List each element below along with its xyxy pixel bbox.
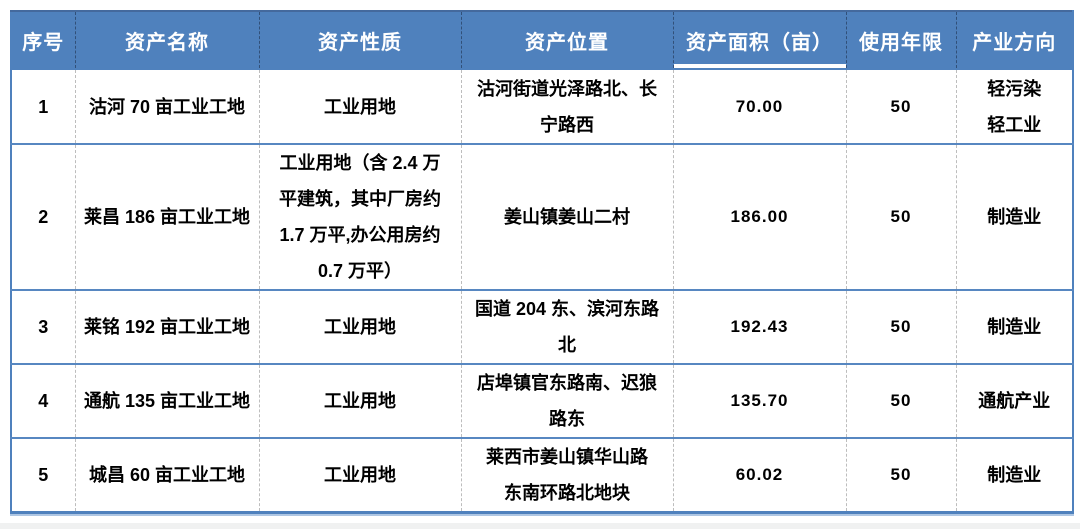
table-row: 2 莱昌 186 亩工业工地 工业用地（含 2.4 万 平建筑，其中厂房约 1.… — [10, 144, 1074, 291]
asset-name-cell: 莱铭 192 亩工业工地 — [75, 290, 260, 365]
header-cell-name: 资产名称 — [75, 10, 260, 70]
asset-area-cell: 192.43 — [673, 290, 847, 365]
asset-location-cell: 国道 204 东、滨河东路 北 — [461, 290, 674, 365]
header-cell-serial: 序号 — [10, 10, 76, 70]
header-cell-area: 资产面积（亩） — [673, 10, 847, 70]
header-cell-nature: 资产性质 — [259, 10, 462, 70]
asset-name-cell: 莱昌 186 亩工业工地 — [75, 144, 260, 291]
use-years-cell: 50 — [846, 364, 957, 439]
serial-cell: 2 — [10, 144, 76, 291]
use-years-cell: 50 — [846, 290, 957, 365]
asset-location-cell: 沽河街道光泽路北、长 宁路西 — [461, 69, 674, 145]
asset-area-cell: 70.00 — [673, 69, 847, 145]
asset-nature-cell: 工业用地 — [259, 290, 462, 365]
use-years-cell: 50 — [846, 69, 957, 145]
page-bottom-edge — [0, 523, 1080, 529]
header-cell-location: 资产位置 — [461, 10, 674, 70]
asset-area-cell: 60.02 — [673, 438, 847, 514]
asset-nature-cell: 工业用地（含 2.4 万 平建筑，其中厂房约 1.7 万平,办公用房约 0.7 … — [259, 144, 462, 291]
industry-cell: 通航产业 — [956, 364, 1074, 439]
table-row: 5 城昌 60 亩工业工地 工业用地 莱西市姜山镇华山路 东南环路北地块 60.… — [10, 438, 1074, 514]
serial-cell: 4 — [10, 364, 76, 439]
asset-area-cell: 186.00 — [673, 144, 847, 291]
serial-cell: 3 — [10, 290, 76, 365]
asset-location-cell: 莱西市姜山镇华山路 东南环路北地块 — [461, 438, 674, 514]
use-years-cell: 50 — [846, 438, 957, 514]
header-cell-years: 使用年限 — [846, 10, 957, 70]
asset-name-cell: 沽河 70 亩工业工地 — [75, 69, 260, 145]
industry-cell: 制造业 — [956, 438, 1074, 514]
industry-cell: 制造业 — [956, 290, 1074, 365]
asset-table: 序号 资产名称 资产性质 资产位置 资产面积（亩） 使用年限 产业方向 1 沽河… — [10, 10, 1074, 514]
asset-name-cell: 通航 135 亩工业工地 — [75, 364, 260, 439]
asset-nature-cell: 工业用地 — [259, 438, 462, 514]
asset-nature-cell: 工业用地 — [259, 69, 462, 145]
industry-cell: 轻污染 轻工业 — [956, 69, 1074, 145]
use-years-cell: 50 — [846, 144, 957, 291]
serial-cell: 1 — [10, 69, 76, 145]
table-row: 4 通航 135 亩工业工地 工业用地 店埠镇官东路南、迟狼 路东 135.70… — [10, 364, 1074, 439]
asset-location-cell: 店埠镇官东路南、迟狼 路东 — [461, 364, 674, 439]
table-row: 1 沽河 70 亩工业工地 工业用地 沽河街道光泽路北、长 宁路西 70.00 … — [10, 69, 1074, 145]
serial-cell: 5 — [10, 438, 76, 514]
asset-nature-cell: 工业用地 — [259, 364, 462, 439]
industry-cell: 制造业 — [956, 144, 1074, 291]
table-row: 3 莱铭 192 亩工业工地 工业用地 国道 204 东、滨河东路 北 192.… — [10, 290, 1074, 365]
asset-location-cell: 姜山镇姜山二村 — [461, 144, 674, 291]
table-header-row: 序号 资产名称 资产性质 资产位置 资产面积（亩） 使用年限 产业方向 — [10, 10, 1074, 70]
asset-name-cell: 城昌 60 亩工业工地 — [75, 438, 260, 514]
header-cell-industry: 产业方向 — [956, 10, 1074, 70]
asset-area-cell: 135.70 — [673, 364, 847, 439]
